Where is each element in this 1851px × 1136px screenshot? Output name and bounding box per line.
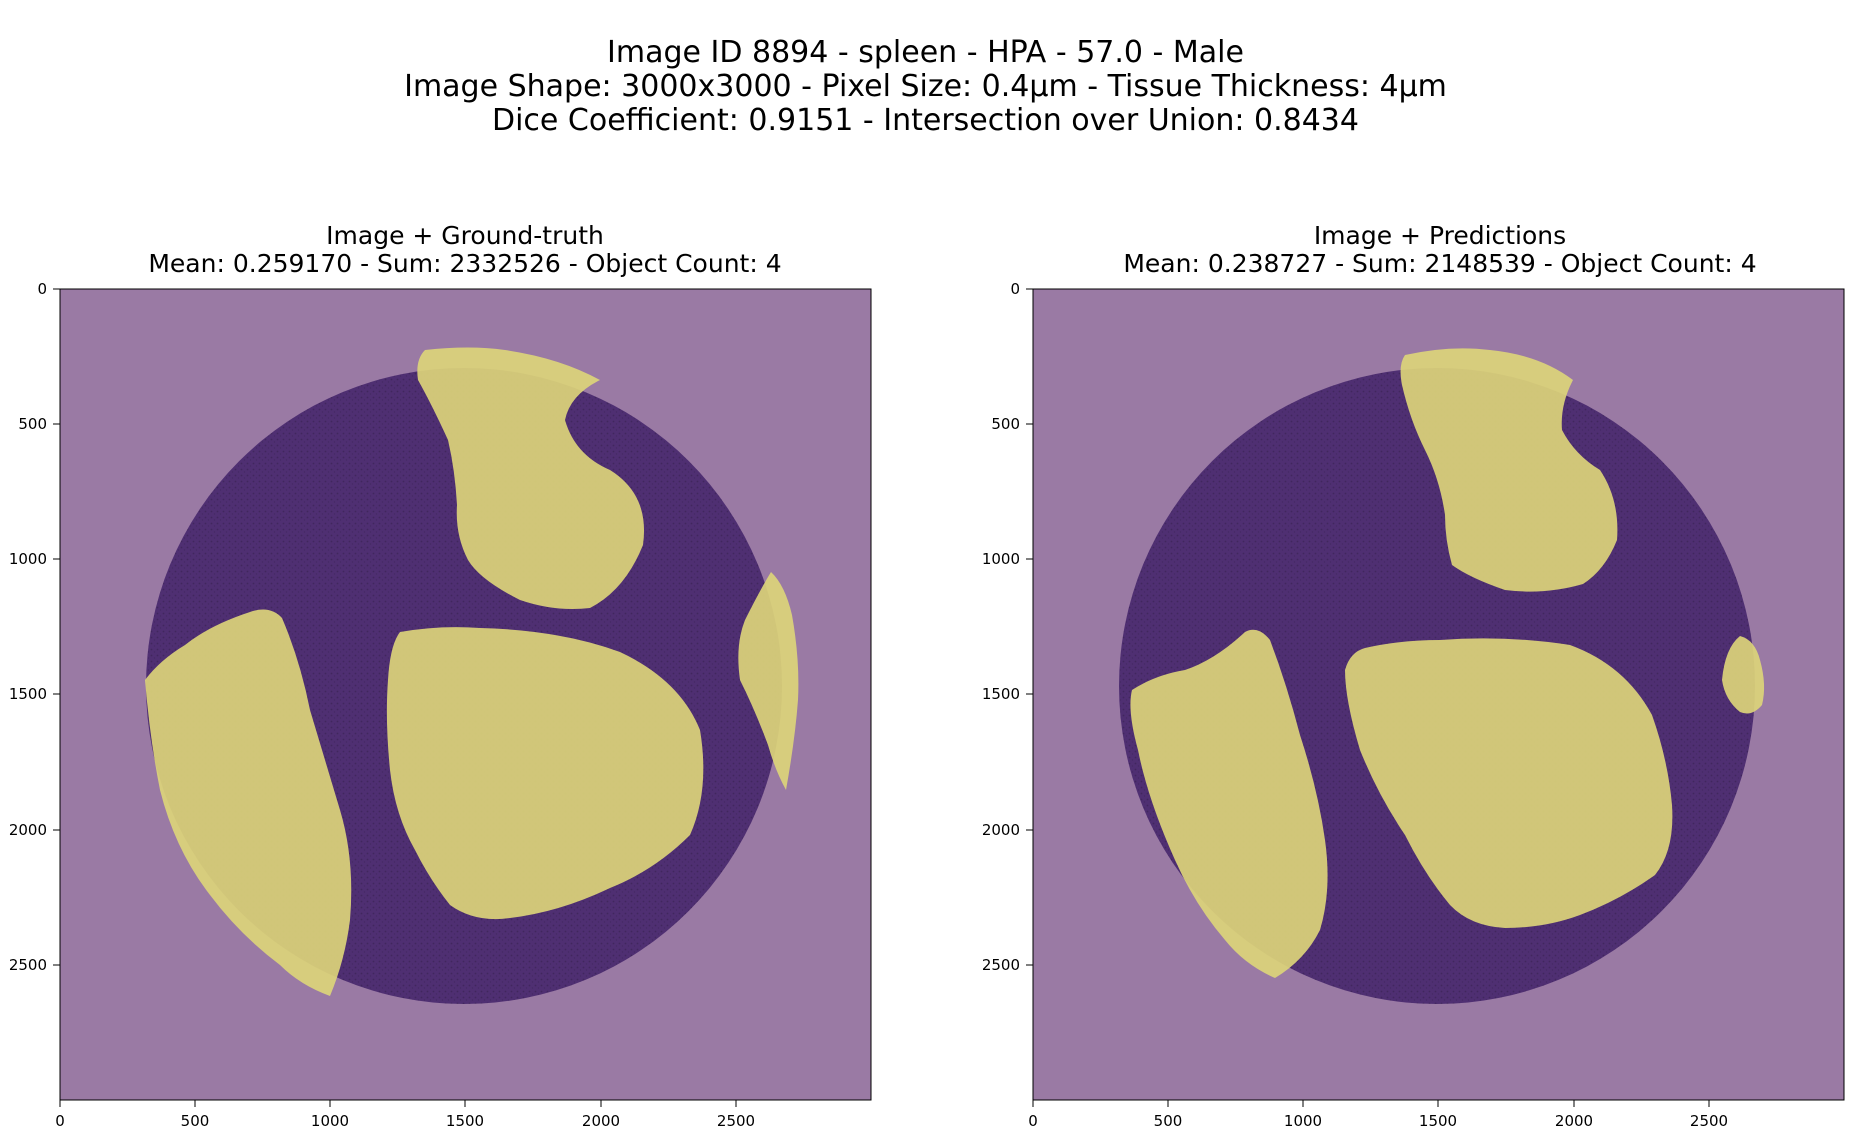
left-panel-title-line-2: Mean: 0.259170 - Sum: 2332526 - Object C…: [148, 249, 782, 278]
left-x-tick-label: 2500: [717, 1112, 755, 1130]
right-x-tick-label: 1000: [1284, 1112, 1322, 1130]
left-x-axis: 0 500 1000 1500 2000 2500: [55, 1100, 755, 1130]
right-y-axis: 0 500 1000 1500 2000 2500: [982, 280, 1033, 974]
suptitle-line-3: Dice Coefficient: 0.9151 - Intersection …: [492, 103, 1359, 138]
left-image-axes: 0 500 1000 1500 2000 2500 0 500 1000 150…: [9, 280, 872, 1130]
left-x-tick-label: 1000: [311, 1112, 349, 1130]
figure-suptitle: Image ID 8894 - spleen - HPA - 57.0 - Ma…: [0, 36, 1851, 138]
right-x-tick-label: 0: [1028, 1112, 1038, 1130]
left-x-tick-label: 1500: [446, 1112, 484, 1130]
left-mask-region-1: [417, 347, 645, 609]
right-panel-title: Image + Predictions Mean: 0.238727 - Sum…: [990, 222, 1851, 278]
right-x-tick-label: 1500: [1419, 1112, 1457, 1130]
left-y-axis: 0 500 1000 1500 2000 2500: [9, 280, 60, 974]
left-y-tick-label: 1500: [9, 685, 47, 703]
left-y-tick-label: 500: [18, 415, 47, 433]
right-mask-region-2: [1345, 638, 1673, 928]
left-y-tick-label: 2000: [9, 821, 47, 839]
left-x-tick-label: 500: [181, 1112, 210, 1130]
left-x-tick-label: 0: [55, 1112, 65, 1130]
suptitle-line-2: Image Shape: 3000x3000 - Pixel Size: 0.4…: [404, 69, 1447, 104]
suptitle-line-1: Image ID 8894 - spleen - HPA - 57.0 - Ma…: [607, 35, 1244, 70]
right-y-tick-label: 1500: [982, 685, 1020, 703]
left-x-tick-label: 2000: [582, 1112, 620, 1130]
left-mask-region-3: [145, 609, 352, 996]
right-x-axis: 0 500 1000 1500 2000 2500: [1028, 1100, 1728, 1130]
right-x-tick-label: 2000: [1555, 1112, 1593, 1130]
left-y-tick-label: 0: [37, 280, 47, 298]
right-panel-title-line-2: Mean: 0.238727 - Sum: 2148539 - Object C…: [1123, 249, 1757, 278]
right-y-tick-label: 2000: [982, 821, 1020, 839]
left-panel-title: Image + Ground-truth Mean: 0.259170 - Su…: [15, 222, 915, 278]
left-y-tick-label: 2500: [9, 956, 47, 974]
right-image-axes: 0 500 1000 1500 2000 2500 0 500 1000 150…: [982, 280, 1845, 1130]
right-y-tick-label: 0: [1010, 280, 1020, 298]
right-mask-region-3: [1130, 629, 1328, 978]
right-y-tick-label: 2500: [982, 956, 1020, 974]
right-mask-region-1: [1400, 348, 1618, 592]
left-panel-title-line-1: Image + Ground-truth: [326, 221, 604, 250]
left-mask-region-2: [386, 627, 704, 920]
left-y-tick-label: 1000: [9, 550, 47, 568]
right-y-tick-label: 500: [991, 415, 1020, 433]
right-y-tick-label: 1000: [982, 550, 1020, 568]
right-mask-region-4: [1722, 636, 1765, 714]
right-panel-title-line-1: Image + Predictions: [1313, 221, 1567, 250]
left-mask-region-4: [738, 572, 799, 790]
left-ground-truth-mask: [145, 347, 799, 996]
right-x-tick-label: 2500: [1690, 1112, 1728, 1130]
right-prediction-mask: [1130, 348, 1765, 978]
right-x-tick-label: 500: [1154, 1112, 1183, 1130]
